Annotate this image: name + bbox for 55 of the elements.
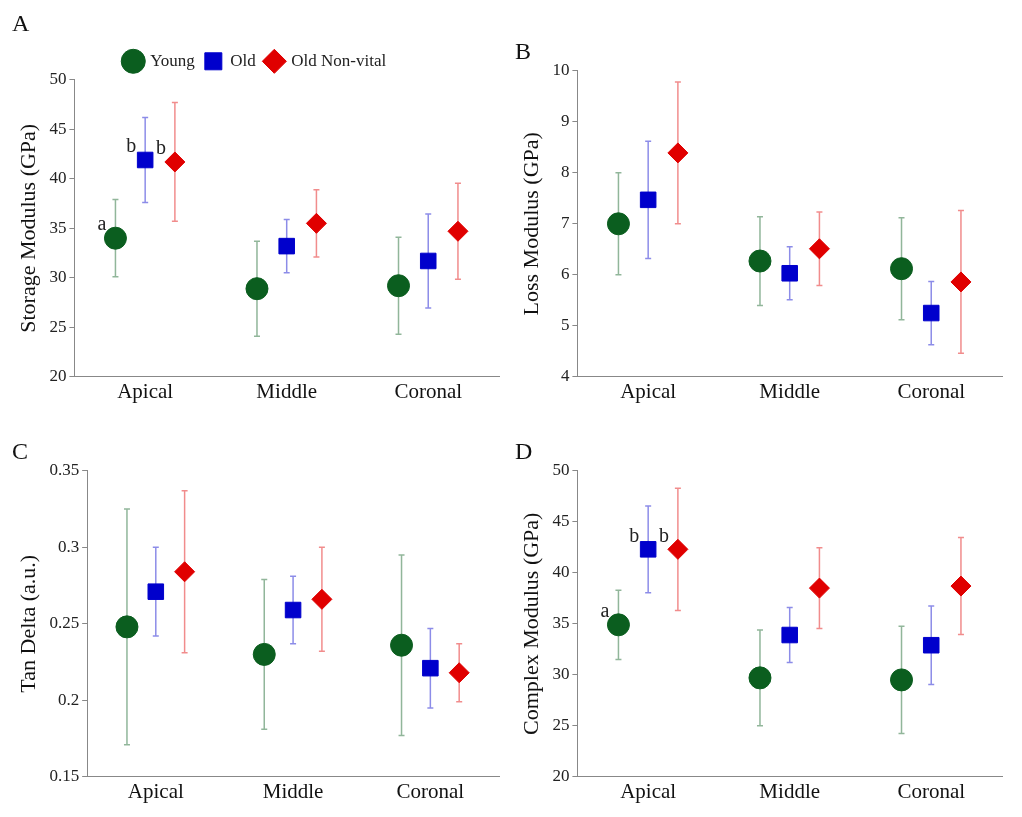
y-axis-title: Loss Modulus (GPa) (517, 132, 543, 316)
annotation: a (600, 599, 610, 622)
x-tick-label: Apical (127, 778, 184, 803)
x-tick-label: Coronal (394, 378, 463, 403)
y-tick-label: 0.35 (49, 460, 80, 480)
y-tick-label: 0.3 (57, 536, 80, 556)
y-tick-label: 25 (552, 715, 570, 735)
y-tick-label: 30 (552, 664, 570, 684)
x-tick-label: Coronal (897, 378, 966, 403)
x-tick-label: Middle (256, 378, 318, 403)
y-tick-label: 50 (49, 69, 67, 89)
y-tick-label: 7 (560, 213, 570, 233)
x-tick-label: Apical (620, 378, 677, 403)
x-tick-label: Middle (759, 378, 821, 403)
y-tick-label: 0.25 (49, 613, 80, 633)
y-tick-label: 8 (560, 162, 570, 182)
x-tick-label: Apical (620, 778, 677, 803)
annotation: b (629, 523, 640, 546)
y-tick-label: 35 (552, 613, 570, 633)
legend-label: Old (230, 50, 257, 70)
x-tick-label: Apical (117, 378, 174, 403)
chart-title: A (12, 9, 30, 36)
annotation: a (97, 212, 107, 235)
y-tick-label: 5 (560, 315, 570, 335)
x-tick-label: Coronal (897, 778, 966, 803)
y-tick-label: 20 (49, 366, 67, 386)
legend-label: Young (150, 50, 196, 70)
annotation: b (155, 136, 166, 159)
chart-title: C (12, 437, 29, 464)
y-tick-label: 40 (49, 168, 67, 188)
y-axis-title: Storage Modulus (GPa) (14, 123, 40, 333)
annotation: b (126, 134, 137, 157)
legend-label: Old Non-vital (291, 50, 387, 70)
y-tick-label: 45 (552, 511, 570, 531)
y-tick-label: 6 (560, 264, 570, 284)
y-tick-label: 10 (552, 60, 570, 80)
y-tick-label: 50 (552, 460, 570, 480)
y-tick-label: 30 (49, 267, 67, 287)
y-tick-label: 25 (49, 316, 67, 336)
y-axis-title: Complex Modulus (GPa) (517, 512, 543, 736)
y-tick-label: 9 (560, 111, 570, 131)
annotation: b (658, 523, 669, 546)
chart-title: B (515, 37, 532, 64)
y-tick-label: 0.15 (49, 766, 80, 786)
x-tick-label: Coronal (396, 778, 465, 803)
x-tick-label: Middle (759, 778, 821, 803)
y-tick-label: 45 (49, 118, 67, 138)
y-tick-label: 20 (552, 766, 570, 786)
y-tick-label: 0.2 (57, 689, 80, 709)
y-tick-label: 4 (560, 366, 570, 386)
y-tick-label: 40 (552, 562, 570, 582)
y-axis-title: Tan Delta (a.u.) (14, 554, 40, 693)
chart-title: D (515, 437, 533, 464)
x-tick-label: Middle (262, 778, 324, 803)
y-tick-label: 35 (49, 217, 67, 237)
